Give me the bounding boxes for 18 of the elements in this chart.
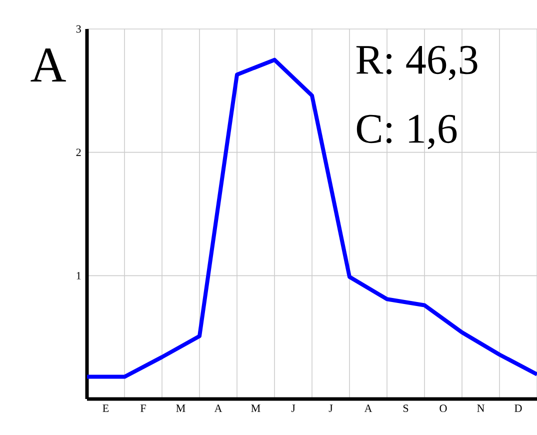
x-tick-label: D (514, 404, 522, 412)
x-tick-label: S (403, 404, 408, 412)
x-tick-label: A (364, 404, 372, 412)
annotation: R: 46,3 (356, 46, 478, 80)
x-tick-label: N (477, 404, 484, 412)
x-tick-label: O (440, 404, 447, 412)
y-tick-label: 3 (76, 25, 81, 33)
x-tick-label: F (140, 404, 146, 412)
y-tick-label: 2 (76, 148, 81, 156)
x-tick-label: M (251, 404, 260, 412)
x-tick-label: M (176, 404, 186, 412)
y-tick-label: 1 (76, 272, 81, 280)
x-tick-label: A (214, 404, 222, 412)
annotation: C: 1,6 (356, 114, 457, 150)
x-tick-label: J (328, 404, 333, 412)
text: A (30, 48, 66, 82)
x-tick-label: E (102, 404, 109, 412)
x-tick-label: J (291, 404, 296, 412)
